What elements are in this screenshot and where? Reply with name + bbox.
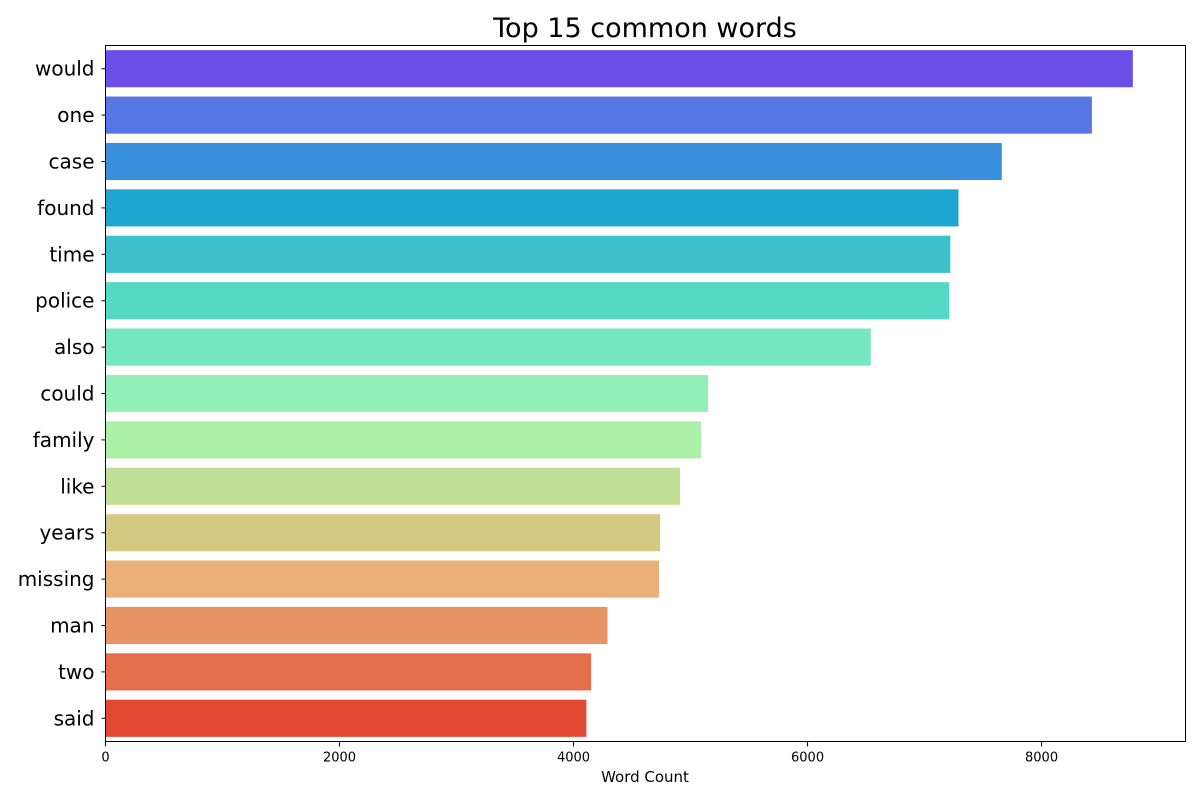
bar-time	[105, 235, 951, 273]
bar-like	[105, 467, 681, 505]
x-tick-label-0: 0	[101, 751, 109, 766]
bar-years	[105, 514, 661, 552]
x-tick-label-6000: 6000	[791, 751, 824, 766]
bar-said	[105, 699, 587, 737]
bars-layer	[105, 50, 1133, 737]
y-tick-label-also: also	[54, 335, 94, 359]
bar-two	[105, 653, 592, 691]
y-tick-label-found: found	[37, 196, 94, 220]
x-axis-label: Word Count	[601, 768, 689, 786]
bar-one	[105, 96, 1092, 134]
bar-police	[105, 282, 950, 320]
chart-title: Top 15 common words	[492, 13, 797, 44]
y-tick-label-would: would	[35, 57, 95, 81]
y-tick-label-family: family	[33, 428, 95, 452]
bar-also	[105, 328, 871, 366]
bar-would	[105, 50, 1133, 88]
x-tick-label-2000: 2000	[323, 751, 356, 766]
y-tick-label-one: one	[57, 103, 94, 127]
y-tick-label-two: two	[58, 660, 94, 684]
x-axis: 0 2000 4000 6000 8000	[101, 741, 1058, 766]
bar-family	[105, 421, 702, 459]
x-tick-label-4000: 4000	[557, 751, 590, 766]
bar-found	[105, 189, 959, 227]
bar-man	[105, 606, 608, 645]
x-tick-label-8000: 8000	[1025, 751, 1058, 766]
y-tick-label-like: like	[60, 474, 94, 498]
bar-case	[105, 142, 1002, 181]
y-tick-label-years: years	[39, 521, 94, 545]
y-tick-label-case: case	[49, 150, 95, 174]
y-tick-label-police: police	[35, 289, 94, 313]
y-tick-label-said: said	[54, 706, 95, 730]
bar-could	[105, 374, 709, 413]
y-tick-label-missing: missing	[18, 567, 95, 591]
y-tick-label-time: time	[49, 242, 94, 266]
bar-missing	[105, 560, 659, 598]
y-tick-label-could: could	[40, 382, 94, 406]
y-axis: would one case found time police also could fami…	[18, 57, 106, 730]
y-tick-label-man: man	[50, 614, 94, 638]
